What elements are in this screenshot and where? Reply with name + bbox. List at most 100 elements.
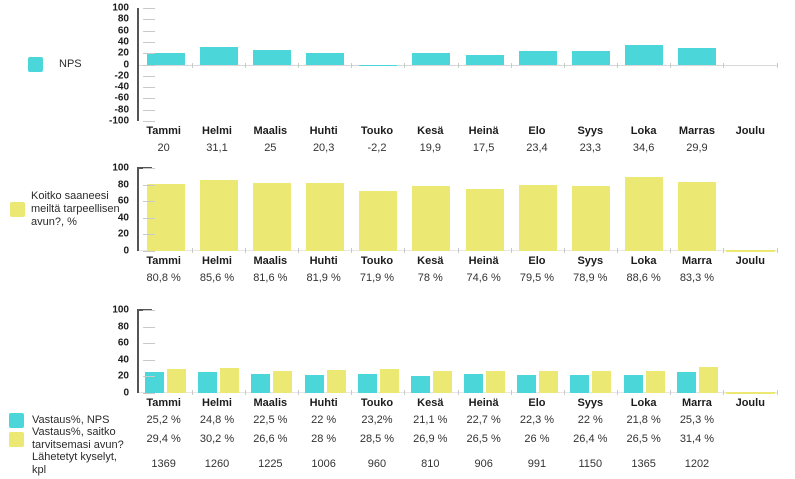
- avun-bar[interactable]: [465, 189, 504, 251]
- nps-chart-area: 100 80 60 40 20 0 -20 -40 -60 -80 -100 Tammi Helmi M…: [109, 3, 795, 157]
- nps-bar[interactable]: [571, 51, 610, 65]
- month-label: Elo: [528, 397, 546, 409]
- avun-bar[interactable]: [412, 186, 451, 251]
- avun-bar[interactable]: [571, 185, 610, 251]
- bar-column-heinä: [458, 310, 512, 395]
- vastaus_avun-bar[interactable]: [645, 371, 665, 393]
- nps-bar[interactable]: [465, 54, 504, 65]
- nps-bar-slot: [252, 8, 291, 121]
- response-rate-nps-value: 21,1 %: [413, 414, 448, 426]
- vastaus_avun-bar-slot: [698, 310, 718, 393]
- y-axis-tick-label: 100: [112, 2, 129, 14]
- avun-bar[interactable]: [199, 179, 238, 251]
- avun-bar[interactable]: [252, 183, 291, 251]
- vastaus_avun-bar[interactable]: [326, 369, 346, 393]
- avun-bar[interactable]: [359, 191, 398, 251]
- y-axis-tickmark: [143, 326, 155, 328]
- vastaus_avun-bar-slot: [326, 310, 346, 393]
- vastaus_nps-bar[interactable]: [464, 374, 484, 393]
- nps-value-label: 34,6: [632, 142, 655, 154]
- month-label: Kesä: [417, 125, 444, 137]
- y-axis-tick-label: -40: [114, 81, 129, 93]
- y-axis-tick-label: 20: [117, 47, 129, 59]
- bar-column-helmi: [192, 310, 247, 395]
- nps-value-label: 23,3: [579, 142, 601, 154]
- response-rate-help-values-row: 29,4 % 30,2 % 26,6 % 28 % 28,5 % 26,9 % 26,5 %…: [137, 429, 777, 449]
- avun-bar-slot: [571, 168, 610, 251]
- nps-chart-section: NPS 100 80 60 40 20 0 -20 -40 -60 -80 -100 Tammi He…: [0, 0, 795, 157]
- nps-bar[interactable]: [359, 64, 398, 66]
- y-axis-tick-label: -60: [114, 92, 129, 104]
- avun-bar[interactable]: [306, 183, 345, 251]
- vastaus_avun-bar-slot: [539, 310, 559, 393]
- vastaus_avun-bar-sliver[interactable]: [725, 392, 776, 394]
- bar-column-tammi: [139, 310, 193, 395]
- nps-bar[interactable]: [412, 53, 451, 65]
- nps-bar[interactable]: [199, 46, 238, 65]
- vastaus_nps-bar[interactable]: [676, 372, 696, 393]
- vastaus_nps-bar[interactable]: [410, 375, 430, 393]
- vastaus_avun-bar[interactable]: [167, 368, 187, 393]
- response-rate-nps-value: 25,3 %: [679, 414, 715, 426]
- bar-column-maalis: [245, 168, 300, 253]
- avun-bar[interactable]: [518, 185, 557, 251]
- gutter-spacer: [0, 310, 137, 411]
- vastaus_nps-bar[interactable]: [570, 374, 590, 393]
- help-received-value-label: 81,6 %: [253, 272, 288, 284]
- vastaus_nps-bar-slot: [145, 310, 165, 393]
- vastaus_avun-bar[interactable]: [273, 370, 293, 393]
- y-axis-tick-label: 100: [112, 304, 129, 316]
- y-axis-tickmark: [143, 53, 155, 55]
- nps-bar-slot: [731, 8, 769, 121]
- vastaus_nps-bar[interactable]: [623, 374, 643, 393]
- y-axis-tick-label: 40: [117, 354, 129, 366]
- response-rate-nps-value: 22,5 %: [253, 414, 288, 426]
- vastaus_avun-bar[interactable]: [698, 366, 718, 393]
- response-rate-nps-value: 21,8 %: [626, 414, 661, 426]
- vastaus_avun-bar[interactable]: [379, 369, 399, 393]
- vastaus_nps-bar-slot: [570, 310, 590, 393]
- avun-bar[interactable]: [678, 181, 717, 251]
- avun-bar[interactable]: [625, 177, 664, 251]
- y-axis-tick-label: 40: [117, 212, 129, 224]
- vastaus_avun-bar[interactable]: [539, 371, 559, 393]
- response-rate-nps-value: 22,3 %: [519, 414, 555, 426]
- vastaus_nps-bar[interactable]: [357, 373, 377, 393]
- vastaus_avun-bar[interactable]: [486, 371, 506, 393]
- nps-bar[interactable]: [678, 47, 717, 65]
- vastaus_nps-bar-slot: [517, 310, 537, 393]
- avun-bar[interactable]: [146, 183, 185, 251]
- sent-surveys-legend-label: Lähetetyt kyselyt, kpl: [32, 451, 117, 476]
- vastaus_nps-bar[interactable]: [145, 372, 165, 393]
- vastaus_nps-bar[interactable]: [304, 374, 324, 393]
- bar-column-elo: [511, 8, 566, 121]
- nps-bar[interactable]: [146, 53, 185, 65]
- y-axis-tickmark: [143, 19, 155, 21]
- nps-bar[interactable]: [625, 44, 664, 65]
- month-label: Helmi: [202, 125, 232, 137]
- help-received-value-label: 85,6 %: [199, 272, 235, 284]
- avun-bar-sliver[interactable]: [725, 250, 776, 252]
- nps-plot: 100 80 60 40 20 0 -20 -40 -60 -80 -100: [109, 3, 778, 127]
- bar-column-syys: [564, 8, 619, 121]
- vastaus_avun-bar[interactable]: [220, 367, 240, 393]
- vastaus_nps-bar[interactable]: [198, 372, 218, 393]
- bar-column-syys: [564, 310, 619, 395]
- bar-column-tammi: [139, 168, 193, 253]
- avun-bar-slot: [465, 168, 504, 251]
- nps-bar[interactable]: [306, 53, 345, 65]
- vastaus_avun-bar-slot: [220, 310, 240, 393]
- nps-bar[interactable]: [252, 50, 291, 65]
- vastaus_nps-bar[interactable]: [517, 374, 537, 393]
- nps-bar[interactable]: [518, 51, 557, 65]
- vastaus_nps-bar[interactable]: [251, 374, 271, 393]
- vastaus_avun-bar[interactable]: [592, 371, 612, 393]
- help-received-value-label: 74,6 %: [466, 272, 501, 284]
- vastaus_avun-bar[interactable]: [432, 370, 452, 393]
- avun-bar-slot: [412, 168, 451, 251]
- nps-bar-slot: [465, 8, 504, 121]
- vastaus_nps-bar-slot: [730, 310, 749, 393]
- response-rate-help-value: 26,5 %: [466, 433, 501, 445]
- y-axis-tick-label: 60: [117, 25, 129, 37]
- y-axis-tick-label: 20: [117, 370, 129, 382]
